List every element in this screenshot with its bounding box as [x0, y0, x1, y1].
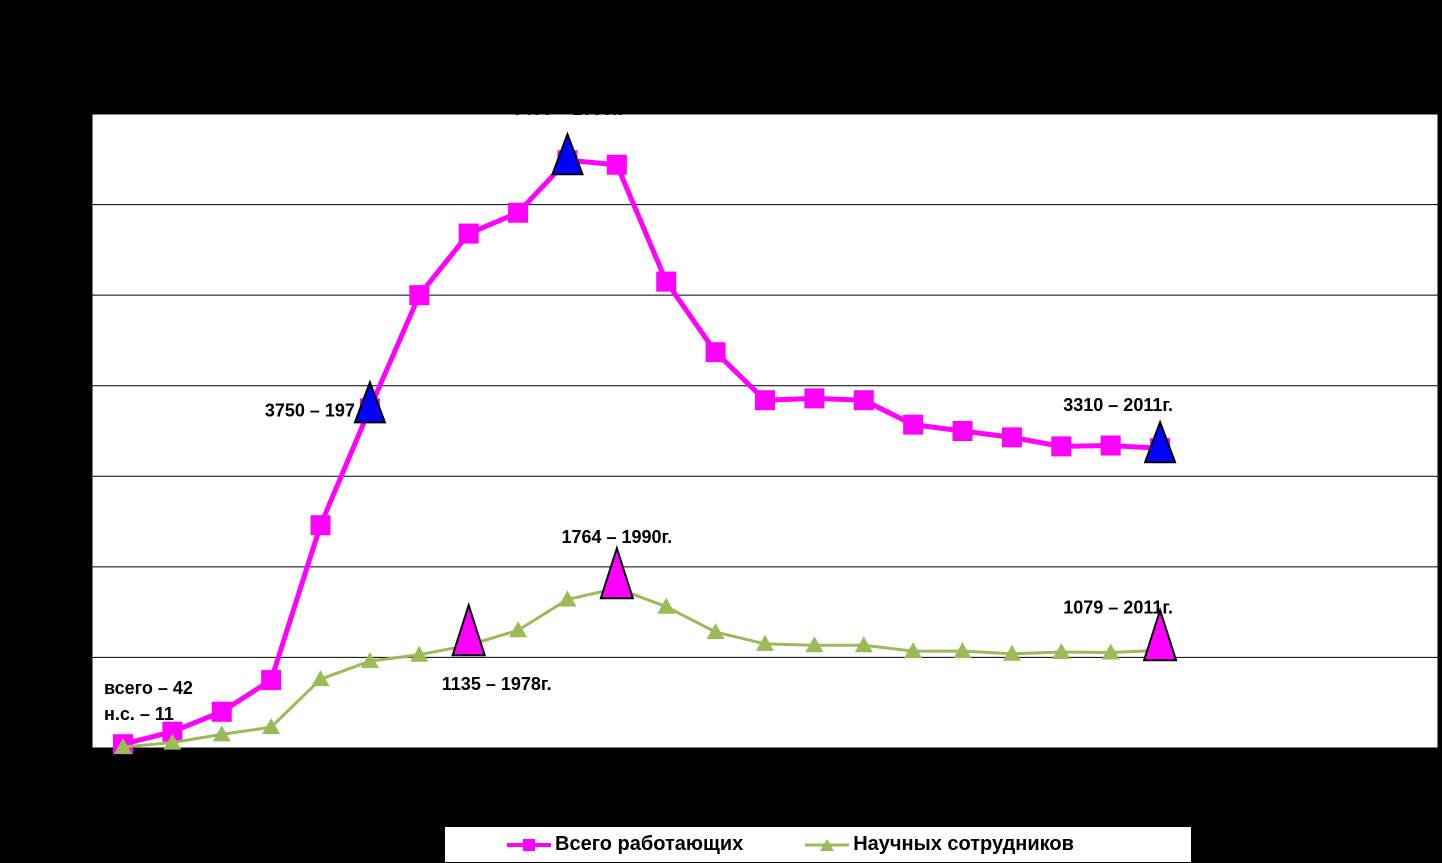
data-annotation: 6490 – 1988г. — [512, 99, 623, 119]
legend-swatch-triangle-icon — [805, 838, 850, 851]
data-point-square — [705, 342, 726, 363]
highlight-triangle-marker — [451, 601, 487, 657]
data-point-square — [508, 202, 529, 223]
highlight-triangle-marker — [599, 544, 635, 600]
series-line-1 — [122, 586, 1161, 749]
data-point-triangle — [1101, 643, 1120, 660]
data-point-square — [211, 701, 232, 722]
data-point-triangle — [311, 670, 330, 687]
annotations: 6490 – 1988г. 3750 – 197 3310 – 2011г. 1764… — [104, 99, 1173, 724]
data-point-square — [458, 223, 479, 244]
data-point-triangle — [706, 623, 725, 640]
data-point-square — [1001, 427, 1022, 448]
highlight-markers — [353, 131, 1178, 662]
data-point-square — [656, 271, 677, 292]
data-point-square — [903, 414, 924, 435]
data-point-square — [1051, 436, 1072, 457]
gridlines — [92, 204, 1438, 658]
data-point-triangle — [805, 636, 824, 653]
legend-swatch-square-icon — [507, 838, 551, 851]
data-point-triangle — [953, 642, 972, 659]
series-line-0 — [122, 157, 1161, 747]
data-point-square — [261, 670, 282, 691]
data-point-triangle — [163, 733, 182, 750]
data-point-triangle — [558, 590, 577, 607]
data-point-triangle — [262, 718, 281, 735]
data-point-triangle — [114, 738, 132, 755]
data-annotation: 1079 – 2011г. — [1063, 597, 1173, 617]
data-point-triangle — [1002, 644, 1021, 661]
data-point-triangle — [360, 652, 379, 669]
legend-item-total: Всего работающих — [507, 833, 743, 856]
data-point-triangle — [854, 636, 873, 653]
data-point-square — [162, 721, 183, 742]
data-annotation: 1135 – 1978г. — [442, 674, 552, 694]
data-point-triangle — [657, 597, 676, 614]
data-annotation: 3750 – 197 — [265, 400, 355, 420]
data-point-triangle — [756, 634, 774, 651]
highlight-triangle-marker — [353, 379, 387, 424]
data-point-triangle — [904, 642, 923, 659]
data-point-square — [409, 285, 430, 306]
data-annotation: всего – 42 — [104, 678, 193, 698]
data-point-square — [804, 388, 825, 409]
data-annotation: н.с. – 11 — [104, 704, 174, 724]
data-point-square — [310, 515, 331, 536]
data-point-square — [952, 421, 973, 441]
data-point-square — [606, 154, 627, 175]
highlight-triangle-marker — [551, 131, 584, 176]
highlight-triangle-marker — [1142, 606, 1178, 662]
legend-label-scientists: Научных сотрудников — [853, 833, 1074, 855]
highlight-triangle-marker — [1143, 419, 1177, 464]
data-annotation: 1764 – 1990г. — [561, 527, 672, 547]
data-point-triangle — [212, 725, 231, 742]
data-point-triangle — [1052, 642, 1071, 659]
data-point-square — [853, 390, 874, 411]
legend-item-scientists: Научных сотрудников — [805, 833, 1074, 856]
data-point-square — [755, 390, 775, 411]
plot-area — [91, 113, 1439, 749]
data-point-triangle — [410, 645, 429, 662]
data-point-triangle — [509, 621, 528, 638]
legend-label-total: Всего работающих — [555, 833, 744, 855]
x-axis-ticks — [91, 748, 1439, 753]
data-annotation: 3310 – 2011г. — [1063, 395, 1173, 415]
data-point-square — [1100, 435, 1121, 456]
legend: Всего работающих Научных сотрудников — [444, 826, 1192, 863]
